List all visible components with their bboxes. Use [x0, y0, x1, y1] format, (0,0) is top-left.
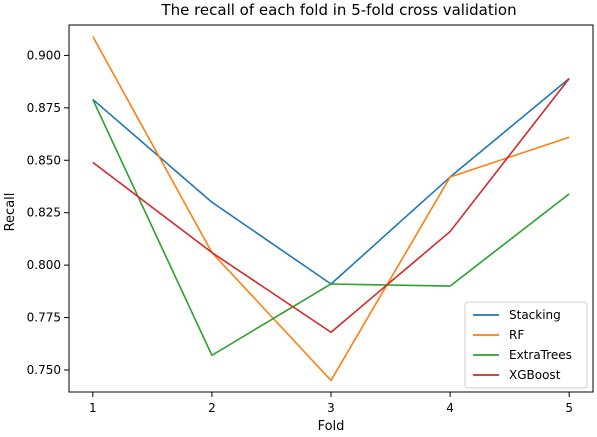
legend-box [464, 301, 588, 389]
y-tick-label: 0.775 [27, 311, 61, 325]
x-tick-label: 2 [208, 401, 216, 415]
plot-area [92, 36, 570, 382]
x-axis: 1 2 3 4 5 [89, 392, 573, 415]
y-axis-label: Recall [3, 193, 18, 232]
series-line-extratrees [92, 99, 570, 357]
series-line-rf [92, 36, 570, 382]
legend-entry: Stacking [509, 308, 561, 322]
y-tick-label: 0.800 [27, 258, 61, 272]
x-tick-label: 4 [446, 401, 454, 415]
series-line-xgboost [92, 77, 570, 334]
x-tick-label: 3 [327, 401, 335, 415]
y-tick-label: 0.750 [27, 363, 61, 377]
legend-entry: RF [509, 328, 524, 342]
x-axis-label: Fold [318, 419, 345, 434]
y-tick-label: 0.850 [27, 153, 61, 167]
y-tick-label: 0.900 [27, 48, 61, 62]
legend: Stacking RF ExtraTrees XGBoost [464, 301, 588, 389]
x-tick-label: 1 [89, 401, 97, 415]
y-tick-label: 0.875 [27, 101, 61, 115]
legend-entry: ExtraTrees [509, 348, 572, 362]
y-tick-label: 0.825 [27, 206, 61, 220]
y-axis: 0.750 0.775 0.800 0.825 0.850 0.875 0.900 [27, 48, 69, 377]
legend-entry: XGBoost [509, 368, 561, 382]
x-tick-label: 5 [565, 401, 573, 415]
chart-title: The recall of each fold in 5-fold cross … [160, 1, 516, 19]
